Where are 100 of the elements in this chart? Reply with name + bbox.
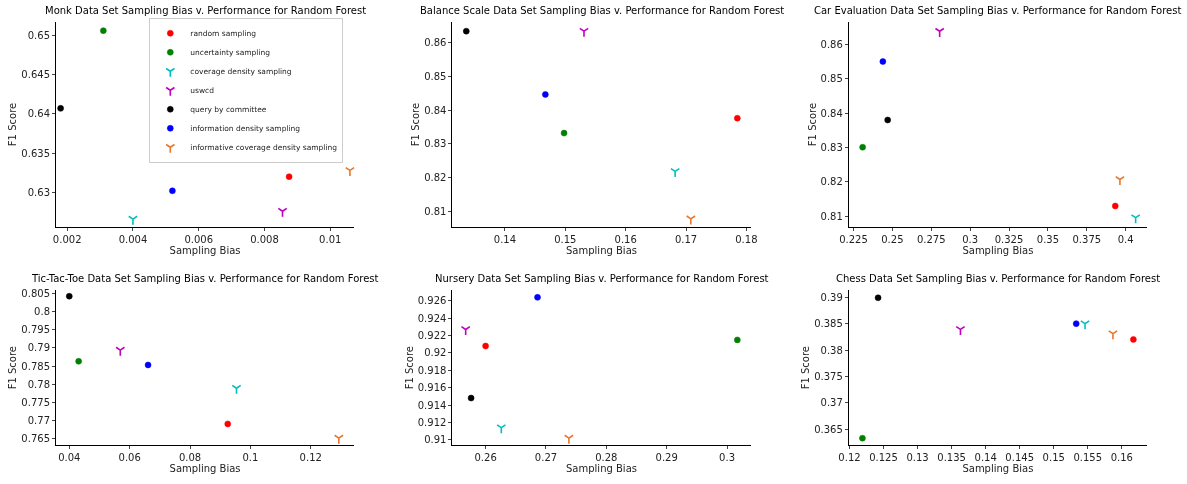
x-tick-label: 0.325 bbox=[994, 233, 1024, 245]
point bbox=[144, 361, 152, 369]
x-tick-label: 0.155 bbox=[1073, 452, 1103, 463]
chart-title: Monk Data Set Sampling Bias v. Performance for Random Forest bbox=[45, 5, 367, 16]
y-tick-label: 0.63 bbox=[27, 186, 50, 198]
y-tick-label: 0.39 bbox=[820, 291, 843, 303]
point bbox=[542, 91, 549, 98]
y-tick-label: 0.85 bbox=[424, 70, 447, 82]
x-tick-label: 0.15 bbox=[554, 233, 577, 245]
y-tick-label: 0.645 bbox=[21, 69, 50, 81]
point bbox=[277, 207, 288, 218]
chart-title: Tic-Tac-Toe Data Set Sampling Bias v. Performance for Random Forest bbox=[31, 273, 379, 284]
x-tick-label: 0.35 bbox=[1036, 233, 1060, 245]
y-tick-label: 0.924 bbox=[417, 312, 447, 324]
x-tick-label: 0.04 bbox=[58, 452, 81, 463]
x-axis-title: Sampling Bias bbox=[169, 463, 241, 474]
x-tick-label: 0.145 bbox=[1005, 452, 1034, 463]
point bbox=[344, 166, 355, 177]
x-axis-title: Sampling Bias bbox=[566, 244, 637, 256]
y-tick-label: 0.82 bbox=[424, 172, 447, 184]
point bbox=[685, 215, 696, 226]
x-tick-label: 0.1 bbox=[242, 452, 259, 463]
y-tick-label: 0.922 bbox=[417, 330, 447, 342]
point bbox=[75, 358, 82, 365]
point bbox=[66, 292, 73, 300]
x-tick-label: 0.08 bbox=[178, 452, 202, 463]
x-tick-label: 0.12 bbox=[838, 452, 861, 463]
point bbox=[1072, 320, 1080, 327]
chart-title: Chess Data Set Sampling Bias v. Performance for Random Forest bbox=[836, 273, 1161, 284]
y-tick-label: 0.785 bbox=[21, 360, 50, 372]
x-tick-label: 0.135 bbox=[937, 452, 966, 463]
y-tick-label: 0.805 bbox=[21, 287, 50, 299]
x-tick-label: 0.06 bbox=[118, 452, 141, 463]
y-tick-label: 0.916 bbox=[417, 382, 447, 394]
point bbox=[496, 424, 507, 435]
x-tick-label: 0.01 bbox=[319, 233, 342, 245]
x-tick-label: 0.27 bbox=[534, 452, 558, 463]
point bbox=[467, 394, 475, 402]
x-tick-label: 0.13 bbox=[906, 452, 929, 463]
point bbox=[127, 215, 138, 226]
y-tick-label: 0.65 bbox=[27, 29, 50, 41]
y-tick-label: 0.78 bbox=[27, 378, 50, 390]
point bbox=[859, 143, 866, 151]
y-tick-label: 0.81 bbox=[820, 210, 843, 222]
y-tick-label: 0.86 bbox=[424, 36, 447, 48]
point bbox=[579, 27, 589, 38]
point bbox=[482, 342, 489, 350]
x-tick-label: 0.375 bbox=[1072, 233, 1102, 245]
y-tick-label: 0.795 bbox=[21, 324, 50, 336]
x-tick-label: 0.28 bbox=[595, 452, 618, 463]
point bbox=[169, 187, 176, 195]
y-tick-label: 0.64 bbox=[27, 108, 50, 120]
x-tick-label: 0.17 bbox=[674, 233, 698, 245]
point bbox=[534, 294, 541, 301]
y-tick-label: 0.38 bbox=[820, 344, 843, 356]
y-tick-label: 0.375 bbox=[814, 370, 843, 382]
y-tick-label: 0.84 bbox=[424, 104, 447, 116]
y-tick-label: 0.81 bbox=[424, 206, 447, 218]
y-axis-title: F1 Score bbox=[410, 102, 422, 147]
y-tick-label: 0.8 bbox=[34, 305, 50, 317]
y-tick-label: 0.83 bbox=[424, 138, 447, 150]
chart-title: Car Evaluation Data Set Sampling Bias v. Performance for Random Forest bbox=[814, 5, 1182, 16]
point bbox=[1107, 330, 1118, 341]
point bbox=[734, 336, 741, 344]
y-tick-label: 0.37 bbox=[820, 397, 843, 409]
y-axis-title: F1 Score bbox=[806, 102, 818, 147]
point bbox=[224, 420, 231, 428]
x-axis-title: Sampling Bias bbox=[169, 244, 241, 256]
y-tick-label: 0.765 bbox=[21, 433, 50, 445]
y-tick-label: 0.79 bbox=[27, 342, 50, 354]
x-tick-label: 0.225 bbox=[839, 233, 868, 245]
point bbox=[874, 294, 882, 302]
point bbox=[231, 384, 242, 395]
y-tick-label: 0.77 bbox=[27, 415, 50, 427]
y-axis-title: F1 Score bbox=[7, 102, 19, 147]
y-tick-label: 0.914 bbox=[417, 399, 447, 411]
point bbox=[563, 434, 574, 445]
x-tick-label: 0.16 bbox=[614, 233, 637, 245]
point bbox=[285, 173, 293, 180]
y-tick-label: 0.926 bbox=[417, 295, 447, 307]
point bbox=[859, 434, 866, 442]
x-axis-title: Sampling Bias bbox=[566, 463, 637, 474]
x-tick-label: 0.008 bbox=[250, 233, 279, 245]
x-tick-label: 0.125 bbox=[869, 452, 898, 463]
x-axis-title: Sampling Bias bbox=[962, 244, 1034, 256]
x-tick-label: 0.3 bbox=[962, 233, 979, 245]
y-tick-label: 0.92 bbox=[424, 347, 447, 359]
y-axis-title: F1 Score bbox=[800, 346, 812, 390]
chart-title: Nursery Data Set Sampling Bias v. Performance for Random Forest bbox=[435, 273, 769, 284]
x-axis-title: Sampling Bias bbox=[962, 463, 1034, 474]
y-tick-label: 0.91 bbox=[424, 434, 447, 446]
y-tick-label: 0.85 bbox=[820, 73, 843, 85]
point bbox=[734, 114, 741, 122]
point bbox=[463, 27, 470, 35]
point bbox=[1130, 336, 1137, 343]
x-tick-label: 0.3 bbox=[719, 452, 736, 463]
y-axis-title: F1 Score bbox=[7, 346, 19, 390]
x-tick-label: 0.275 bbox=[916, 233, 946, 245]
x-tick-label: 0.14 bbox=[493, 233, 517, 245]
y-tick-label: 0.635 bbox=[21, 147, 50, 159]
